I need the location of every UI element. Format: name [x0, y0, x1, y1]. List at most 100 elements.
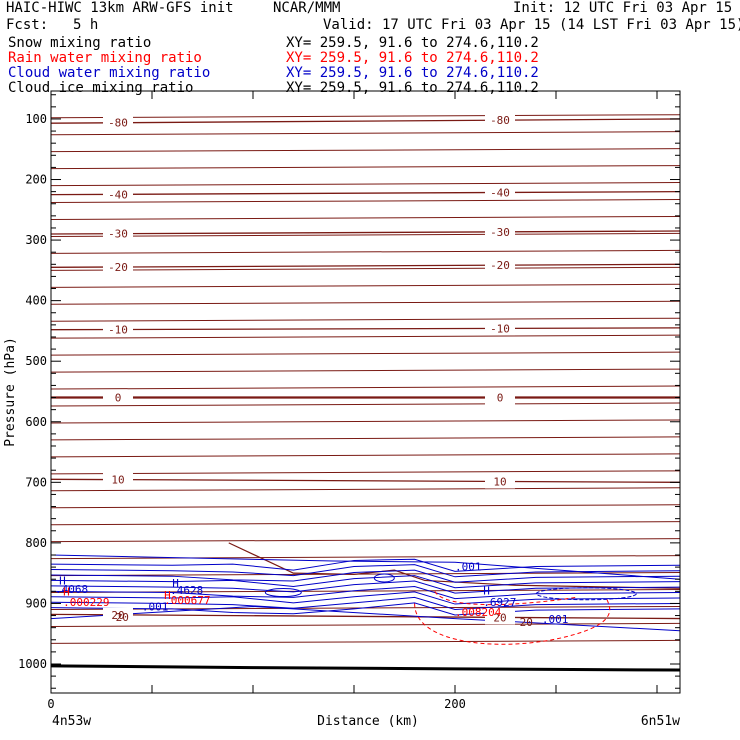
rain-max-label: .000229	[63, 596, 109, 609]
cloud-water-isoline	[50, 585, 681, 600]
label-background	[103, 115, 133, 130]
inversion-isotherm	[228, 542, 681, 589]
y-tick-label: 900	[25, 596, 47, 610]
temperature-isotherm	[50, 402, 681, 407]
labelled-isotherm	[50, 327, 681, 331]
temperature-isotherm	[50, 300, 681, 305]
isotherm-label: 20	[116, 611, 129, 624]
isotherm-label: -80	[490, 114, 510, 127]
cloud-water-isoline	[50, 580, 681, 594]
isotherm-label: -30	[108, 228, 128, 241]
labelled-isotherm	[50, 230, 681, 235]
cloud-water-boundary	[50, 554, 681, 580]
terrain-line	[50, 664, 681, 672]
isotherm-label: -80	[108, 117, 128, 130]
org-label: NCAR/MMM	[273, 0, 341, 16]
isotherm-label: 20	[520, 616, 533, 629]
x-start-location-label: 4n53w	[52, 714, 91, 729]
isotherm-label: -40	[108, 188, 128, 201]
y-tick-label: 400	[25, 294, 47, 308]
cloud-water-isoline	[50, 558, 681, 572]
label-background	[103, 226, 133, 241]
cloud-water-cell	[373, 573, 395, 583]
rain-max-label: .008204	[455, 606, 502, 619]
cloud-water-boundary	[50, 605, 681, 632]
x-tick-label: 0	[47, 697, 54, 711]
temperature-isotherm	[50, 131, 681, 136]
temperature-isotherm	[50, 521, 681, 526]
label-background	[103, 322, 133, 337]
x-end-location-label: 6n51w	[641, 714, 680, 729]
label-background	[485, 113, 515, 128]
label-background	[485, 185, 515, 200]
y-tick-label: 800	[25, 536, 47, 550]
x-tick-label: 200	[444, 697, 466, 711]
isotherm-label: -10	[490, 322, 510, 335]
cloud-water-isoline	[50, 575, 681, 589]
labelled-isotherm	[50, 263, 681, 268]
y-tick-label: 200	[25, 173, 47, 187]
temperature-isotherm	[50, 148, 681, 153]
fcst-label: Fcst:	[6, 17, 49, 33]
legend-rain-label: Rain water mixing ratio	[8, 50, 202, 66]
legend-cloudwater-label: Cloud water mixing ratio	[8, 65, 211, 81]
cloud-water-isoline	[50, 569, 681, 583]
high-marker: H	[172, 577, 179, 590]
plot-frame	[50, 90, 681, 694]
chart-title: HAIC-HIWC 13km ARW-GFS init	[6, 0, 234, 16]
label-background	[103, 390, 133, 405]
label-background	[485, 390, 515, 405]
high-marker: H	[164, 589, 171, 602]
valid-time: Valid: 17 UTC Fri 03 Apr 15 (14 LST Fri …	[323, 17, 740, 33]
y-tick-label: 500	[25, 354, 47, 368]
labelled-isotherm	[50, 478, 681, 483]
cloud-water-max-label: .4628	[170, 584, 203, 597]
legend-rain-xy: XY= 259.5, 91.6 to 274.6,110.2	[286, 50, 539, 66]
cloud-water-contours	[50, 554, 681, 632]
labelled-isotherm	[50, 190, 681, 196]
rain-water-isoline	[414, 597, 611, 645]
temperature-isotherm	[50, 470, 681, 475]
legend-cloudice-label: Cloud ice mixing ratio	[8, 80, 194, 96]
init-time: Init: 12 UTC Fri 03 Apr 15	[513, 0, 733, 16]
y-tick-label: 300	[25, 233, 47, 247]
rain-max-label: .000677	[164, 594, 210, 607]
y-tick-label: 100	[25, 112, 47, 126]
temperature-isotherm	[50, 622, 681, 627]
temperature-isotherm	[50, 283, 681, 288]
isotherm-label: -20	[108, 261, 128, 274]
temperature-isotherm	[50, 385, 681, 390]
temperature-isotherm	[50, 504, 681, 509]
legend-cloudice-xy: XY= 259.5, 91.6 to 274.6,110.2	[286, 80, 539, 96]
temperature-isotherm	[50, 114, 681, 119]
label-background	[103, 260, 133, 275]
cloud-water-label: .001	[542, 613, 569, 626]
label-background	[485, 610, 515, 625]
isotherm-label: 0	[497, 392, 504, 405]
isotherm-label: -10	[108, 324, 128, 337]
label-background	[103, 187, 133, 202]
temperature-isotherm	[50, 334, 681, 339]
label-background	[485, 224, 515, 239]
temperature-isotherm	[50, 538, 681, 543]
isotherm-label: -40	[490, 186, 510, 199]
cloud-water-max-label: .6927	[483, 596, 516, 609]
legend-snow-xy: XY= 259.5, 91.6 to 274.6,110.2	[286, 35, 539, 51]
labelled-isotherm	[50, 613, 681, 620]
rain-water-isoline	[434, 591, 577, 606]
temperature-isotherm	[50, 453, 681, 458]
temperature-isotherm	[50, 232, 681, 237]
isotherm-label: -20	[490, 259, 510, 272]
label-background	[485, 474, 515, 489]
isotherm-label: 10	[111, 474, 124, 487]
y-tick-label: 700	[25, 475, 47, 489]
cloud-water-isoline	[50, 596, 681, 611]
isotherm-label: 20	[111, 609, 124, 622]
isotherm-label: 0	[115, 392, 122, 405]
isotherm-label: -30	[490, 226, 510, 239]
temperature-contours	[50, 114, 681, 672]
y-tick-label: 1000	[18, 657, 47, 671]
